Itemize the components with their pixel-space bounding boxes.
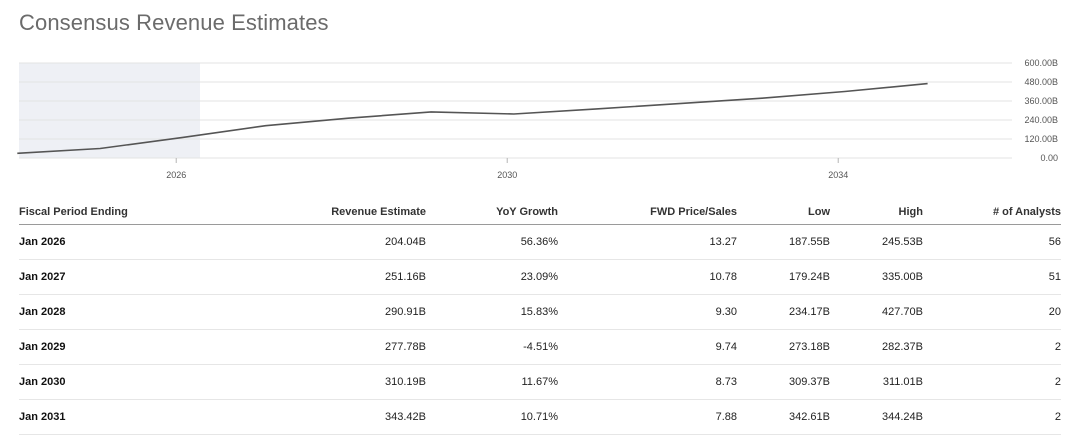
cell-num-analysts: 2 [923, 364, 1061, 400]
cell-revenue-estimate: 343.42B [219, 399, 426, 435]
col-header-num-analysts[interactable]: # of Analysts [923, 199, 1061, 225]
cell-fwd-price-sales: 7.88 [558, 399, 737, 435]
estimates-table: Fiscal Period Ending Revenue Estimate Yo… [19, 199, 1061, 435]
cell-fwd-price-sales: 13.27 [558, 224, 737, 260]
x-tick-label: 2026 [166, 170, 186, 180]
cell-fwd-price-sales: 8.73 [558, 364, 737, 400]
col-header-low[interactable]: Low [737, 199, 830, 225]
revenue-chart: 600.00B 480.00B 360.00B 240.00B 120.00B 0.00 2… [17, 58, 1058, 180]
page-title: Consensus Revenue Estimates [19, 10, 329, 35]
cell-revenue-estimate: 204.04B [219, 224, 426, 260]
cell-high: 335.00B [830, 259, 923, 295]
col-header-fwd-price-sales[interactable]: FWD Price/Sales [558, 199, 737, 225]
y-tick-label: 360.00B [1024, 96, 1058, 106]
cell-num-analysts: 2 [923, 399, 1061, 435]
cell-yoy-growth: 23.09% [426, 259, 558, 295]
cell-num-analysts: 51 [923, 259, 1061, 295]
cell-fiscal-period: Jan 2027 [19, 259, 219, 295]
cell-fiscal-period: Jan 2029 [19, 329, 219, 365]
cell-yoy-growth: 56.36% [426, 224, 558, 260]
cell-fwd-price-sales: 9.74 [558, 329, 737, 365]
table-row: Jan 2030 310.19B 11.67% 8.73 309.37B 311… [19, 364, 1061, 400]
cell-revenue-estimate: 290.91B [219, 294, 426, 330]
y-tick-label: 120.00B [1024, 134, 1058, 144]
cell-high: 311.01B [830, 364, 923, 400]
col-header-fiscal-period[interactable]: Fiscal Period Ending [19, 199, 219, 225]
y-tick-label: 0.00 [1040, 153, 1058, 163]
cell-num-analysts: 56 [923, 224, 1061, 260]
y-tick-label: 240.00B [1024, 115, 1058, 125]
table-row: Jan 2027 251.16B 23.09% 10.78 179.24B 33… [19, 259, 1061, 295]
col-header-high[interactable]: High [830, 199, 923, 225]
cell-fiscal-period: Jan 2031 [19, 399, 219, 435]
table-row: Jan 2026 204.04B 56.36% 13.27 187.55B 24… [19, 224, 1061, 260]
cell-yoy-growth: -4.51% [426, 329, 558, 365]
cell-low: 309.37B [737, 364, 830, 400]
table-row: Jan 2031 343.42B 10.71% 7.88 342.61B 344… [19, 399, 1061, 435]
historical-period-shade [19, 63, 200, 158]
col-header-revenue-estimate[interactable]: Revenue Estimate [219, 199, 426, 225]
revenue-series-line [17, 82, 928, 155]
cell-low: 234.17B [737, 294, 830, 330]
cell-high: 245.53B [830, 224, 923, 260]
cell-low: 342.61B [737, 399, 830, 435]
cell-revenue-estimate: 310.19B [219, 364, 426, 400]
cell-yoy-growth: 10.71% [426, 399, 558, 435]
table-row: Jan 2028 290.91B 15.83% 9.30 234.17B 427… [19, 294, 1061, 330]
cell-low: 187.55B [737, 224, 830, 260]
cell-revenue-estimate: 251.16B [219, 259, 426, 295]
cell-fiscal-period: Jan 2030 [19, 364, 219, 400]
cell-high: 282.37B [830, 329, 923, 365]
x-tick-label: 2034 [828, 170, 848, 180]
cell-fwd-price-sales: 10.78 [558, 259, 737, 295]
cell-yoy-growth: 15.83% [426, 294, 558, 330]
cell-num-analysts: 2 [923, 329, 1061, 365]
cell-high: 427.70B [830, 294, 923, 330]
cell-num-analysts: 20 [923, 294, 1061, 330]
cell-yoy-growth: 11.67% [426, 364, 558, 400]
y-tick-label: 600.00B [1024, 58, 1058, 68]
table-header-row: Fiscal Period Ending Revenue Estimate Yo… [19, 199, 1061, 225]
cell-revenue-estimate: 277.78B [219, 329, 426, 365]
cell-low: 273.18B [737, 329, 830, 365]
cell-fiscal-period: Jan 2026 [19, 224, 219, 260]
cell-fwd-price-sales: 9.30 [558, 294, 737, 330]
y-tick-label: 480.00B [1024, 77, 1058, 87]
col-header-yoy-growth[interactable]: YoY Growth [426, 199, 558, 225]
x-tick-label: 2030 [497, 170, 517, 180]
cell-high: 344.24B [830, 399, 923, 435]
table-row: Jan 2029 277.78B -4.51% 9.74 273.18B 282… [19, 329, 1061, 365]
cell-fiscal-period: Jan 2028 [19, 294, 219, 330]
cell-low: 179.24B [737, 259, 830, 295]
